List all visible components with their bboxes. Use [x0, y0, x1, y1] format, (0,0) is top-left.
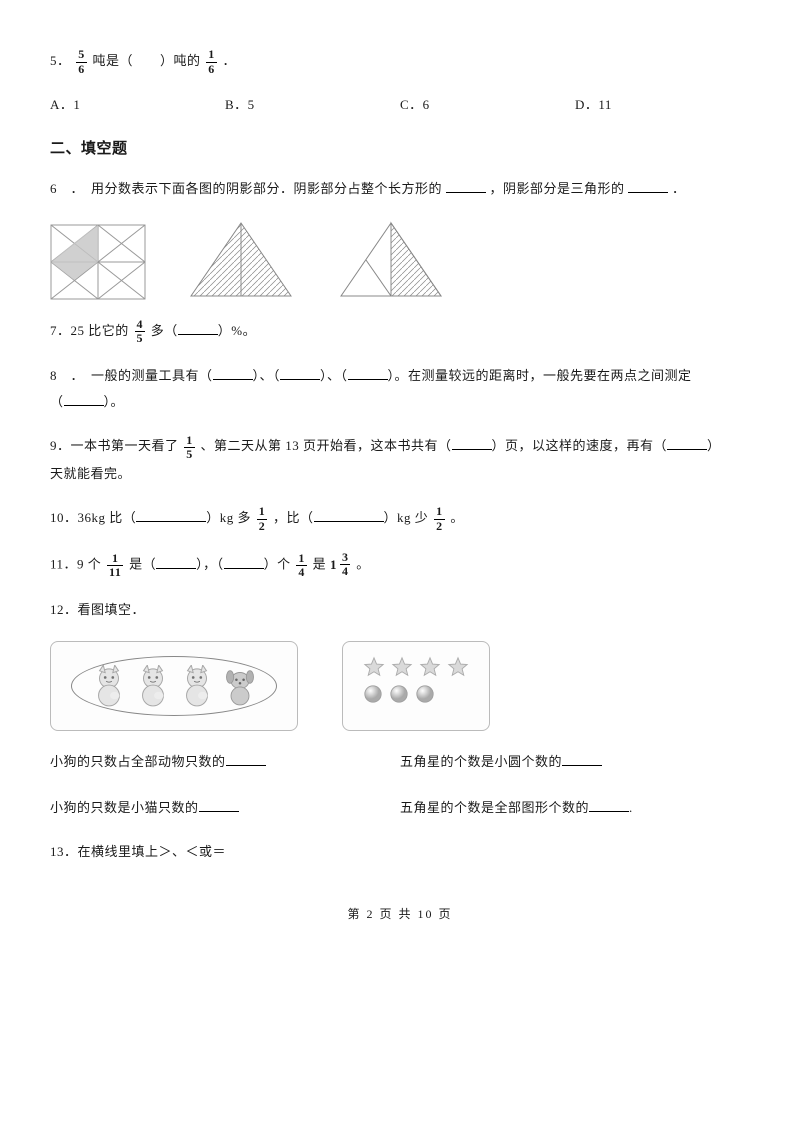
q5-options: A．1 B．5 C．6 D．11 [50, 94, 750, 113]
q11-blank2[interactable] [224, 554, 264, 569]
q5-text2: ． [223, 53, 237, 68]
balls-row [363, 684, 435, 704]
ball-icon [415, 684, 435, 704]
q10-blank1[interactable] [136, 507, 206, 522]
q8-blank3[interactable] [348, 365, 388, 380]
shape-triangle-2 [336, 220, 446, 300]
option-a: A．1 [50, 94, 225, 113]
question-8: 8 ． 一般的测量工具有（）、（）、（）。在测量较远的距离时，一般先要在两点之间… [50, 363, 750, 415]
q12-blank3[interactable] [199, 797, 239, 812]
ball-icon [363, 684, 383, 704]
option-b: B．5 [225, 94, 400, 113]
q9-prefix: 9．一本书第一天看了 [50, 438, 179, 453]
q10-prefix: 10．36kg 比（ [50, 510, 136, 525]
mixed-fraction-1-3-4: 134 [330, 551, 353, 578]
fraction-1-5: 15 [184, 434, 195, 461]
star-icon [447, 656, 469, 678]
q9-blank2[interactable] [667, 435, 707, 450]
q12-blank2[interactable] [562, 751, 602, 766]
question-12: 12．看图填空． [50, 597, 750, 623]
q12-prefix: 12．看图填空． [50, 602, 145, 617]
question-6: 6 ． 用分数表示下面各图的阴影部分．阴影部分占整个长方形的 ，阴影部分是三角形… [50, 176, 750, 202]
shape-triangle-1 [186, 220, 296, 300]
fraction-1-2a: 12 [257, 505, 268, 532]
cat-icon [90, 665, 128, 707]
q12-images [50, 641, 750, 731]
star-icon [363, 656, 385, 678]
fraction-5-6: 56 [76, 48, 87, 75]
fraction-1-6: 16 [206, 48, 217, 75]
q7-prefix: 7．25 比它的 [50, 323, 129, 338]
q11-blank1[interactable] [156, 554, 196, 569]
q8-prefix: 8 ． 一般的测量工具有（ [50, 368, 213, 383]
fraction-4-5: 45 [135, 318, 146, 345]
cat-icon [134, 665, 172, 707]
star-icon [391, 656, 413, 678]
q7-t2: ）%。 [218, 323, 256, 338]
q7-t: 多（ [151, 323, 178, 338]
q6-text1: 6 ． 用分数表示下面各图的阴影部分．阴影部分占整个长方形的 [50, 181, 442, 196]
ball-icon [389, 684, 409, 704]
q11-prefix: 11．9 个 [50, 557, 101, 572]
question-10: 10．36kg 比（）kg 多 12 ，比（）kg 少 12 。 [50, 505, 750, 533]
question-7: 7．25 比它的 45 多（ ）%。 [50, 318, 750, 346]
question-9: 9．一本书第一天看了 15 、第二天从第 13 页开始看，这本书共有（）页，以这… [50, 433, 750, 487]
q8-blank1[interactable] [213, 365, 253, 380]
option-c: C．6 [400, 94, 575, 113]
dog-icon [222, 665, 258, 707]
fraction-1-2b: 12 [434, 505, 445, 532]
q6-blank1[interactable] [446, 178, 486, 193]
option-d: D．11 [575, 94, 750, 113]
page-footer: 第 2 页 共 10 页 [50, 905, 750, 922]
q5-text1: 吨是（ ）吨的 [93, 53, 201, 68]
stars-row [363, 656, 469, 678]
section-2-title: 二、填空题 [50, 137, 750, 158]
q6-text2: ，阴影部分是三角形的 [490, 181, 625, 196]
q12-blank4[interactable] [589, 797, 629, 812]
q12-statements: 小狗的只数占全部动物只数的 五角星的个数是小圆个数的 小狗的只数是小猫只数的 五… [50, 749, 750, 821]
q8-blank2[interactable] [280, 365, 320, 380]
star-icon [419, 656, 441, 678]
q9-blank1[interactable] [452, 435, 492, 450]
q7-blank[interactable] [178, 320, 218, 335]
q13-prefix: 13．在横线里填上＞、＜或＝ [50, 844, 226, 859]
animals-box [50, 641, 298, 731]
q5-prefix: 5． [50, 53, 71, 68]
question-11: 11．9 个 111 是（），（）个 14 是 134 。 [50, 551, 750, 579]
q12-blank1[interactable] [226, 751, 266, 766]
q6-blank2[interactable] [628, 178, 668, 193]
cat-icon [178, 665, 216, 707]
question-13: 13．在横线里填上＞、＜或＝ [50, 839, 750, 865]
shapes-box [342, 641, 490, 731]
q8-blank4[interactable] [64, 391, 104, 406]
q6-shapes [50, 220, 750, 300]
shape-rectangle [50, 224, 146, 300]
q10-blank2[interactable] [314, 507, 384, 522]
q6-text3: ． [672, 181, 686, 196]
fraction-1-11: 111 [107, 552, 123, 579]
fraction-1-4: 14 [296, 552, 307, 579]
question-5: 5． 56 吨是（ ）吨的 16 ． [50, 48, 750, 76]
page: 5． 56 吨是（ ）吨的 16 ． A．1 B．5 C．6 D．11 二、填空… [0, 0, 800, 942]
animals-ellipse [71, 656, 277, 716]
